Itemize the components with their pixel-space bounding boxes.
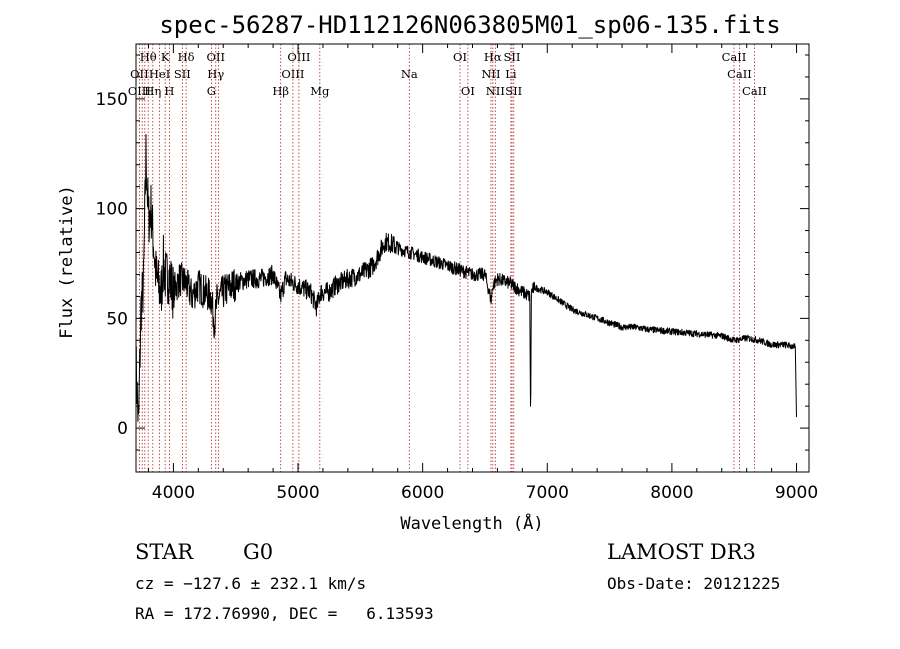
spectral-line-label: SII [504,50,521,64]
spectral-line-label: Na [401,67,418,81]
spectral-line-label: G [207,84,216,98]
spectral-line-label: Hα [484,50,502,64]
spectral-line-label: Hθ [140,50,157,64]
spectral-line-label: OIII [128,84,151,98]
spectral-line-label: SII [505,84,522,98]
y-tick-label: 100 [96,200,128,220]
y-tick-label: 50 [106,309,128,329]
spectral-line-label: Li [505,67,517,81]
spectral-line-label: CaII [722,50,747,64]
coordinates-text: RA = 172.76990, DEC = 6.13593 [135,604,434,623]
chart-title: spec-56287-HD112126N063805M01_sp06-135.f… [159,11,780,39]
spectral-line-label: OII [207,50,226,64]
spectral-line-label: H [164,84,174,98]
plot-frame [135,43,810,473]
y-tick-label: 150 [96,90,128,110]
spectral-line-label: K [161,50,170,64]
spectrum-line [135,134,797,422]
spectral-line-label: HeI [149,67,170,81]
spectral-line-label: NII [481,67,500,81]
spectral-line-label: OIII [287,50,310,64]
spectral-line-label: Hδ [178,50,195,64]
redshift-text: cz = −127.6 ± 232.1 km/s [135,574,367,593]
object-subclass: G0 [243,540,274,564]
spectral-line-label: CaII [742,84,767,98]
spectral-line-label: Hγ [207,67,224,81]
x-tick-label: 4000 [152,483,195,503]
x-axis-label: Wavelength (Å) [400,512,543,534]
x-tick-label: 8000 [650,483,693,503]
spectral-line-label: OIII [281,67,304,81]
axis-ticks: 4000 5000 6000 7000 8000 9000 0 50 100 150 [96,44,818,503]
survey-name: LAMOST DR3 [607,540,756,564]
spectral-line-label: OII [130,67,149,81]
spectral-line-label: CaII [727,67,752,81]
spectral-line-label: OI [453,50,467,64]
spectral-line-label: Hβ [272,84,289,98]
x-tick-label: 7000 [526,483,569,503]
y-tick-label: 0 [117,419,128,439]
spectral-line-label: Mg [310,84,330,98]
x-tick-label: 9000 [775,483,818,503]
x-tick-label: 5000 [276,483,319,503]
spectral-line-label: NII [486,84,505,98]
spectral-line-label: Hη [144,84,161,98]
obs-date-text: Obs-Date: 20121225 [607,574,781,593]
spectral-line-label: SII [174,67,191,81]
x-tick-label: 6000 [401,483,444,503]
spectral-line-label: OI [461,84,475,98]
spectrum-series [135,134,797,422]
line-markers [138,44,755,472]
y-axis-label: Flux (relative) [57,185,77,339]
object-class: STAR [135,540,194,564]
